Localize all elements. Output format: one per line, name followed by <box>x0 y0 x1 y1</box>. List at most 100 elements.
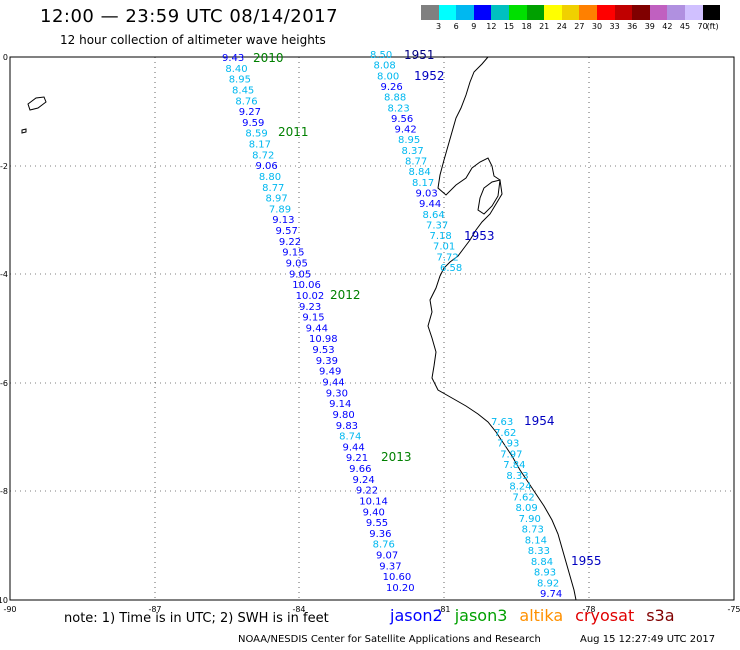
swh-value-label: 9.59 <box>242 118 264 129</box>
swh-value-label: 8.77 <box>405 157 427 168</box>
swh-value-label: 9.44 <box>342 442 364 453</box>
legend-swatch <box>579 5 597 20</box>
legend-swatch <box>491 5 509 20</box>
swh-value-label: 9.22 <box>356 486 378 497</box>
pass-time-label: 2013 <box>381 450 412 464</box>
swh-value-label: 8.08 <box>374 61 396 72</box>
pass-time-label: 2012 <box>330 288 361 302</box>
satellite-name: cryosat <box>575 606 635 625</box>
satellite-name: s3a <box>646 606 675 625</box>
swh-value-label: 9.36 <box>369 529 391 540</box>
swh-value-label: 8.76 <box>235 96 257 107</box>
swh-value-label: 7.84 <box>503 460 525 471</box>
pass-time-label: 1953 <box>464 229 495 243</box>
swh-value-label: 8.17 <box>249 140 271 151</box>
swh-value-label: 9.05 <box>289 269 311 280</box>
legend-swatch <box>649 5 668 20</box>
legend-label: (ft) <box>706 22 719 31</box>
swh-value-label: 9.80 <box>332 410 354 421</box>
swh-value-label: 9.23 <box>299 302 321 313</box>
legend-swatch <box>614 5 633 20</box>
x-tick-label: -78 <box>582 605 595 614</box>
legend-swatch <box>561 5 580 20</box>
legend-label: 36 <box>627 22 638 31</box>
swh-value-label: 7.01 <box>433 242 455 253</box>
swh-value-label: 8.73 <box>522 525 544 536</box>
swh-value-label: 9.44 <box>322 377 344 388</box>
legend-label: 42 <box>662 22 673 31</box>
legend-label: 6 <box>453 22 459 31</box>
legend-label: 24 <box>556 22 567 31</box>
swh-value-label: 9.56 <box>391 114 413 125</box>
swh-value-label: 9.21 <box>346 453 368 464</box>
swh-value-label: 7.97 <box>500 449 522 460</box>
y-tick-label: 0 <box>3 53 8 62</box>
swh-value-label: 10.14 <box>359 496 388 507</box>
map-subtitle: 12 hour collection of altimeter wave hei… <box>60 33 326 47</box>
swh-value-label: 8.84 <box>409 167 431 178</box>
swh-value-label: 8.64 <box>423 210 445 221</box>
y-tick-label: -2 <box>0 162 8 171</box>
legend-label: 3 <box>436 22 442 31</box>
x-tick-label: -75 <box>727 605 740 614</box>
swh-value-label: 9.42 <box>395 125 417 136</box>
satellite-name: altika <box>519 606 564 625</box>
swh-value-label: 9.13 <box>272 215 294 226</box>
swh-value-label: 8.45 <box>232 85 254 96</box>
swh-value-label: 9.43 <box>222 53 244 64</box>
swh-value-label: 9.44 <box>419 199 441 210</box>
swh-value-label: 9.39 <box>316 356 338 367</box>
swh-value-label: 8.77 <box>262 183 284 194</box>
swh-value-label: 9.53 <box>312 345 334 356</box>
swh-value-label: 8.80 <box>259 172 281 183</box>
swh-value-label: 8.37 <box>402 146 424 157</box>
swh-value-label: 9.14 <box>329 399 351 410</box>
swh-value-label: 9.05 <box>286 259 308 270</box>
swh-value-label: 9.74 <box>540 589 562 600</box>
swh-value-label: 8.59 <box>245 129 267 140</box>
legend-label: 30 <box>591 22 603 31</box>
swh-value-label: 8.40 <box>225 64 247 75</box>
swh-value-label: 7.18 <box>430 231 452 242</box>
swh-value-label: 8.97 <box>266 194 288 205</box>
swh-value-label: 10.06 <box>292 280 321 291</box>
swh-value-label: 9.15 <box>302 313 324 324</box>
legend-label: 45 <box>679 22 691 31</box>
swh-value-label: 8.23 <box>388 103 410 114</box>
satellite-name: jason3 <box>454 606 508 625</box>
swh-value-label: 8.95 <box>398 135 420 146</box>
legend-label: 27 <box>574 22 585 31</box>
swh-value-label: 9.30 <box>326 388 348 399</box>
x-tick-label: -84 <box>292 605 305 614</box>
pass-time-label: 1954 <box>524 414 555 428</box>
credit-text: NOAA/NESDIS Center for Satellite Applica… <box>238 634 541 645</box>
pass-time-labels: 2010 2011 2012 2013 1951 1952 1953 1954 1955 <box>253 48 602 568</box>
legend-label: 70 <box>697 22 708 31</box>
swh-value-label: 6.58 <box>440 263 462 274</box>
pass-time-label: 1952 <box>414 69 445 83</box>
y-tick-label: -10 <box>0 596 8 605</box>
swh-value-label: 8.24 <box>509 482 531 493</box>
axis-tick-labels: -90 -87 -84 -81 -78 -75 0 -2 -4 -6 -8 -10 <box>0 53 740 614</box>
legend-swatch <box>544 5 562 20</box>
swh-value-label: 9.07 <box>376 551 398 562</box>
legend-swatch <box>632 5 650 20</box>
swh-value-label: 9.55 <box>366 518 388 529</box>
swh-value-label: 7.93 <box>497 439 519 450</box>
legend-swatch <box>684 5 703 20</box>
satellite-legend: jason2 jason3 altika cryosat s3a <box>390 606 687 625</box>
swh-value-label: 7.63 <box>491 417 513 428</box>
swh-value-label: 8.72 <box>252 150 274 161</box>
swh-value-label: 10.20 <box>386 583 415 594</box>
swh-value-label: 7.89 <box>269 204 291 215</box>
y-tick-label: -8 <box>0 487 8 496</box>
swh-value-label: 9.49 <box>319 367 341 378</box>
pass-time-label: 2011 <box>278 125 309 139</box>
swh-value-label: 8.00 <box>377 71 399 82</box>
swh-value-label: 8.76 <box>373 540 395 551</box>
swh-value-label: 8.92 <box>537 578 559 589</box>
swh-value-label: 8.33 <box>506 471 528 482</box>
swh-value-label: 8.74 <box>339 432 361 443</box>
swh-value-label: 7.37 <box>426 220 448 231</box>
